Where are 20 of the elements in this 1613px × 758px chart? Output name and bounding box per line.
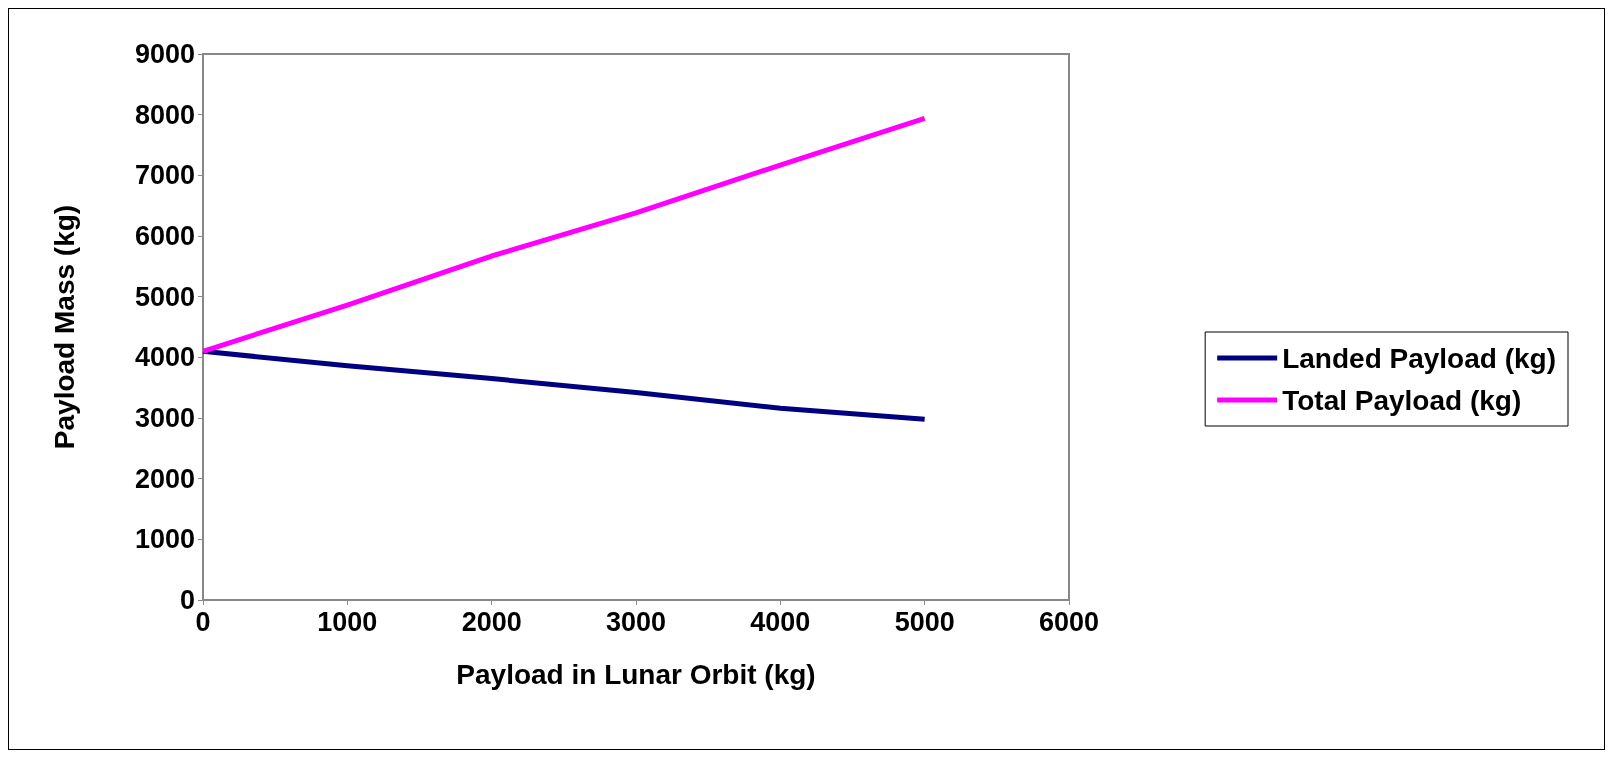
legend-label: Total Payload (kg) (1282, 384, 1522, 416)
y-tick-label: 3000 (134, 403, 195, 433)
y-axis-title: Payload Mass (kg) (48, 204, 80, 450)
x-tick-label: 2000 (461, 606, 522, 637)
x-tick-label: 5000 (894, 606, 955, 637)
x-tick-label: 3000 (605, 606, 667, 637)
y-tick-label: 7000 (134, 160, 195, 191)
y-tick-label: 9000 (134, 39, 195, 69)
x-tick-label: 6000 (1038, 606, 1100, 637)
y-tick-label: 5000 (134, 281, 195, 312)
y-tick-label: 8000 (134, 99, 195, 130)
x-axis-title: Payload in Lunar Orbit (kg) (456, 658, 816, 690)
y-tick-label: 4000 (134, 342, 195, 373)
y-tick-label: 2000 (134, 463, 195, 494)
x-tick-label: 1000 (317, 606, 378, 637)
legend-label: Landed Payload (kg) (1282, 342, 1557, 374)
y-tick-label: 0 (179, 585, 195, 615)
y-tick-label: 1000 (134, 524, 195, 555)
x-tick-label: 4000 (750, 606, 811, 637)
y-tick-label: 6000 (134, 221, 195, 251)
